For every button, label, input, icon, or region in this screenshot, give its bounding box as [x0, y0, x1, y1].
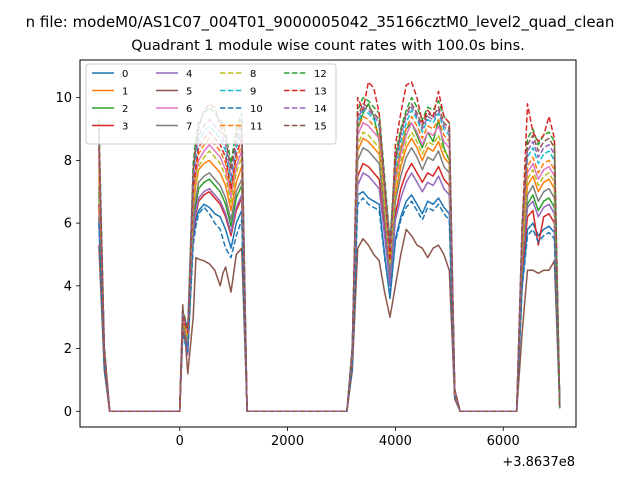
- legend-label: 0: [122, 69, 128, 80]
- legend-label: 4: [186, 69, 192, 80]
- legend-label: 2: [122, 104, 128, 115]
- legend-label: 10: [250, 104, 263, 115]
- legend-label: 3: [122, 122, 128, 133]
- legend-label: 9: [250, 87, 256, 98]
- x-tick-label: 2000: [271, 434, 304, 449]
- y-tick-label: 2: [64, 342, 72, 357]
- legend-label: 13: [314, 87, 327, 98]
- legend-label: 12: [314, 69, 327, 80]
- legend-label: 14: [314, 104, 327, 115]
- legend-label: 1: [122, 87, 128, 98]
- figure-suptitle: n file: modeM0/AS1C07_004T01_9000005042_…: [26, 13, 615, 32]
- series-layer: [98, 81, 561, 413]
- legend-label: 7: [186, 122, 192, 133]
- y-tick-label: 8: [64, 154, 72, 169]
- x-axis-offset-label: +3.8637e8: [502, 455, 575, 470]
- y-tick-label: 0: [64, 405, 72, 420]
- legend-frame: [85, 63, 337, 145]
- legend-label: 15: [314, 122, 327, 133]
- x-tick-label: 6000: [487, 434, 520, 449]
- x-tick-label: 4000: [379, 434, 412, 449]
- axes-frame: [79, 59, 577, 428]
- x-tick-label: 0: [176, 434, 184, 449]
- y-axis: 0 2 4 6 8 10: [55, 91, 80, 420]
- y-tick-label: 10: [55, 91, 72, 106]
- legend-label: 8: [250, 69, 256, 80]
- x-axis: 0 2000 4000 6000: [176, 427, 520, 449]
- series-line-15: [98, 103, 561, 413]
- y-tick-label: 4: [64, 279, 72, 294]
- legend-label: 6: [186, 104, 192, 115]
- y-tick-label: 6: [64, 217, 72, 232]
- legend-label: 11: [250, 122, 263, 133]
- legend-label: 5: [186, 87, 192, 98]
- chart-title: Quadrant 1 module wise count rates with …: [131, 38, 525, 54]
